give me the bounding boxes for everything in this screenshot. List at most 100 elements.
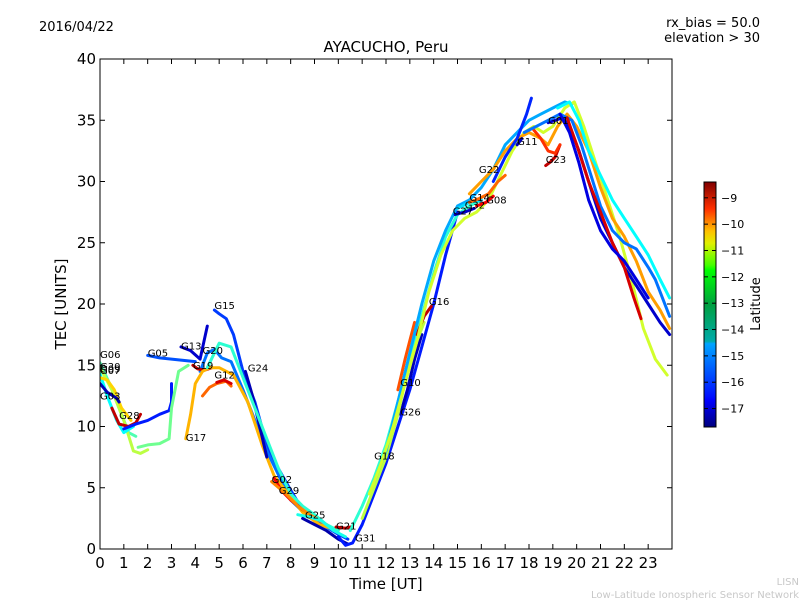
series-G23b	[532, 128, 562, 155]
series-G01c	[556, 100, 672, 300]
sat-label-G12: G12	[214, 371, 234, 382]
x-tick-label: 4	[191, 554, 201, 572]
x-axis: 0 1 2 3 4 5 6 7 8 9 10 11 12 13 14 15 16 17 18 19 20 21 22 23	[95, 59, 658, 572]
series-G14	[467, 173, 507, 204]
y-tick-label: 0	[86, 540, 96, 558]
x-tick-label: 10	[329, 554, 348, 572]
x-tick-label: 12	[376, 554, 395, 572]
x-tick-label: 13	[400, 554, 419, 572]
colorbar-ticks: −9 −10 −11 −12 −13 −14 −15 −16 −17	[704, 192, 744, 416]
y-tick-label: 20	[77, 295, 96, 313]
x-tick-label: 8	[286, 554, 296, 572]
y-tick-label: 40	[77, 50, 96, 68]
series-G27	[453, 206, 476, 217]
x-axis-label: Time [UT]	[348, 575, 422, 593]
x-tick-label: 18	[519, 554, 538, 572]
x-tick-label: 15	[448, 554, 467, 572]
series-G16d	[367, 100, 669, 496]
y-tick-label: 15	[77, 356, 96, 374]
series-G12b	[215, 378, 233, 386]
series-G26	[398, 333, 424, 416]
series-layer	[100, 96, 672, 547]
sat-label-G29: G29	[279, 486, 299, 497]
sat-label-G01: G01	[548, 116, 568, 127]
sat-label-G07: G07	[100, 366, 120, 377]
sat-label-G16: G16	[429, 297, 449, 308]
sat-label-G02: G02	[272, 475, 292, 486]
series-G08	[475, 194, 495, 208]
date-label: 2016/04/22	[39, 20, 114, 35]
sat-label-G08: G08	[486, 196, 506, 207]
x-tick-label: 3	[167, 554, 177, 572]
chart-title: AYACUCHO, Peru	[323, 38, 448, 56]
colorbar-tick-label: −11	[721, 244, 744, 257]
elevation-label: elevation > 30	[664, 31, 760, 46]
rx-bias-label: rx_bias = 50.0	[666, 16, 760, 31]
sat-label-G03: G03	[100, 392, 120, 403]
series-G15	[212, 308, 350, 541]
y-axis: 0 5 10 15 20 25 30 35 40	[77, 50, 672, 558]
series-G22	[467, 112, 672, 330]
sat-label-G09: G09	[100, 365, 120, 376]
x-tick-label: 23	[639, 554, 658, 572]
series-G16b	[396, 320, 417, 392]
sat-label-G30: G30	[100, 362, 120, 373]
sat-label-G17: G17	[186, 433, 206, 444]
y-tick-label: 10	[77, 418, 96, 436]
series-G05	[146, 353, 197, 364]
series-G28c	[136, 363, 190, 449]
sat-label-G18: G18	[374, 452, 394, 463]
sat-label-G06: G06	[100, 350, 120, 361]
colorbar	[703, 181, 717, 428]
series-G24b	[205, 341, 340, 533]
x-tick-label: 17	[496, 554, 515, 572]
colorbar-tick-label: −12	[721, 271, 744, 284]
colorbar-label: Latitude	[749, 277, 764, 331]
sat-label-G26: G26	[400, 408, 420, 419]
y-tick-label: 5	[86, 479, 96, 497]
x-tick-label: 5	[214, 554, 224, 572]
series-G25	[296, 513, 347, 539]
x-tick-label: 20	[567, 554, 586, 572]
series-G01e	[558, 112, 650, 300]
sat-label-G05: G05	[148, 349, 168, 360]
y-tick-label: 35	[77, 111, 96, 129]
colorbar-tick-label: −16	[721, 376, 744, 389]
x-tick-label: 21	[591, 554, 610, 572]
sat-label-G11: G11	[517, 137, 537, 148]
colorbar-tick-label: −14	[721, 324, 744, 337]
series-G17	[184, 366, 340, 533]
sat-label-G28: G28	[119, 411, 139, 422]
y-axis-label: TEC [UNITS]	[52, 259, 70, 351]
series-G11b	[491, 96, 533, 183]
x-tick-label: 7	[262, 554, 272, 572]
series-G16c	[372, 100, 574, 484]
sat-label-G15: G15	[214, 301, 234, 312]
sat-label-G10: G10	[400, 378, 420, 389]
sat-label-G21: G21	[336, 521, 356, 532]
sat-label-G27: G27	[453, 207, 473, 218]
sat-label-G25: G25	[305, 510, 325, 521]
sat-label-G31: G31	[355, 534, 375, 545]
x-tick-label: 0	[95, 554, 105, 572]
sat-label-G20: G20	[203, 346, 223, 357]
x-tick-label: 11	[353, 554, 372, 572]
colorbar-tick-label: −17	[721, 403, 744, 416]
series-G31	[336, 210, 459, 547]
sat-label-G13: G13	[181, 341, 201, 352]
colorbar-tick-label: −9	[721, 192, 737, 205]
colorbar-tick-label: −10	[721, 218, 744, 231]
x-tick-label: 1	[119, 554, 129, 572]
colorbar-tick-label: −15	[721, 350, 744, 363]
x-tick-label: 2	[143, 554, 153, 572]
sat-label-G32: G32	[465, 200, 485, 211]
series-G01d	[565, 116, 643, 321]
x-tick-label: 6	[238, 554, 248, 572]
series-G01b	[522, 112, 672, 318]
y-tick-label: 25	[77, 234, 96, 252]
sat-label-G14: G14	[469, 193, 489, 204]
series-G07	[100, 376, 133, 422]
colorbar-tick-label: −13	[721, 297, 744, 310]
